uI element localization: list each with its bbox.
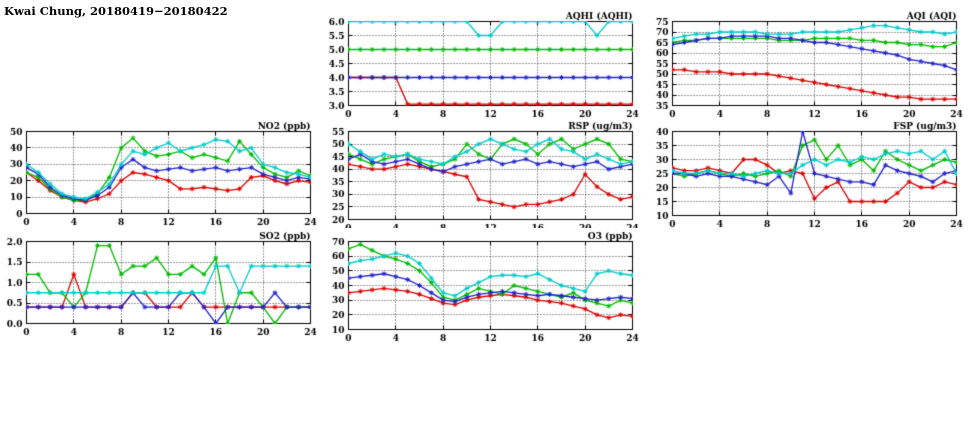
chart-so2-panel — [0, 228, 318, 338]
chart-canvas-aqhi — [322, 8, 640, 120]
chart-aqhi-panel — [322, 8, 640, 120]
page-title: Kwai Chung, 20180419−20180422 — [4, 4, 228, 18]
chart-o3-panel — [322, 228, 640, 344]
chart-aqi-panel — [646, 8, 964, 120]
chart-canvas-aqi — [646, 8, 964, 120]
chart-canvas-rsp — [322, 118, 640, 234]
chart-fsp-panel — [646, 118, 964, 230]
chart-no2-panel — [0, 118, 318, 228]
chart-canvas-o3 — [322, 228, 640, 344]
chart-canvas-no2 — [0, 118, 318, 228]
chart-canvas-so2 — [0, 228, 318, 338]
chart-rsp-panel — [322, 118, 640, 234]
chart-canvas-fsp — [646, 118, 964, 230]
